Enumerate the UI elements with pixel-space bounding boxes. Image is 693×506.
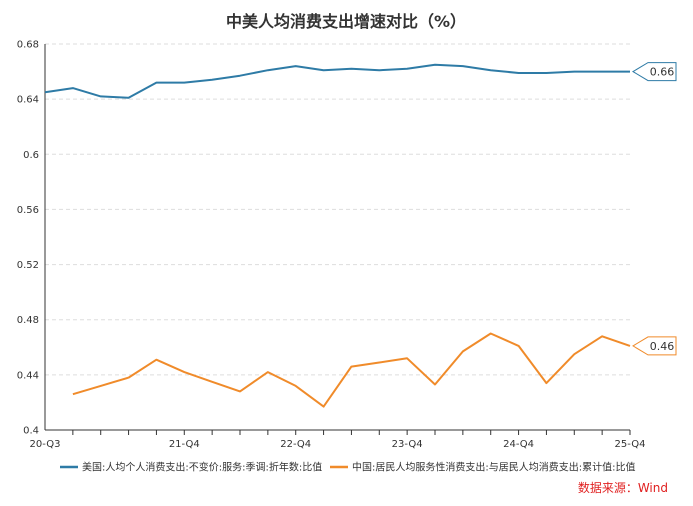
end-label-box	[632, 336, 677, 356]
series-lines	[44, 63, 631, 408]
y-tick-label: 0.56	[17, 205, 39, 216]
legend-label: 美国:人均个人消费支出:不变价:服务:季调:折年数:比值	[82, 461, 322, 474]
x-tick-label: 23-Q4	[392, 439, 423, 450]
y-tick-label: 0.68	[17, 40, 39, 51]
x-tick-label: 24-Q4	[503, 439, 534, 450]
y-tick-label: 0.6	[23, 150, 39, 161]
y-tick-label: 0.52	[17, 260, 39, 271]
legend-item-2: 中国:居民人均服务性消费支出:与居民人均消费支出:累计值:比值	[330, 461, 635, 474]
grid	[45, 43, 630, 376]
legend-label: 中国:居民人均服务性消费支出:与居民人均消费支出:累计值:比值	[352, 461, 635, 474]
source-note: 数据来源：Wind	[578, 480, 668, 495]
y-tick-label: 0.44	[17, 370, 39, 381]
end-label-1: 0.66	[632, 62, 677, 82]
y-tick-label: 0.4	[23, 426, 39, 437]
x-tick-label: 22-Q4	[280, 439, 311, 450]
end-labels: 0.66 0.46	[632, 62, 677, 356]
x-tick-label: 25-Q4	[615, 439, 646, 450]
x-tick-label: 21-Q4	[169, 439, 200, 450]
legend: 美国:人均个人消费支出:不变价:服务:季调:折年数:比值 中国:居民人均服务性消费…	[60, 461, 635, 474]
end-label-text: 0.66	[650, 66, 675, 79]
y-tick-label: 0.48	[17, 315, 39, 326]
chart-title: 中美人均消费支出增速对比（%）	[226, 12, 466, 31]
series-line-2	[72, 332, 631, 408]
end-label-box	[632, 62, 677, 82]
x-tick-label: 20-Q3	[30, 439, 61, 450]
end-label-2: 0.46	[632, 336, 677, 356]
end-label-text: 0.46	[650, 340, 675, 353]
axes: 0.4 0.44 0.48 0.52 0.56 0.6 0.64 0.68 20-Q3 21-Q4…	[17, 40, 646, 451]
y-tick-label: 0.64	[17, 95, 39, 106]
series-line-1	[44, 63, 630, 99]
legend-item-1: 美国:人均个人消费支出:不变价:服务:季调:折年数:比值	[60, 461, 322, 474]
